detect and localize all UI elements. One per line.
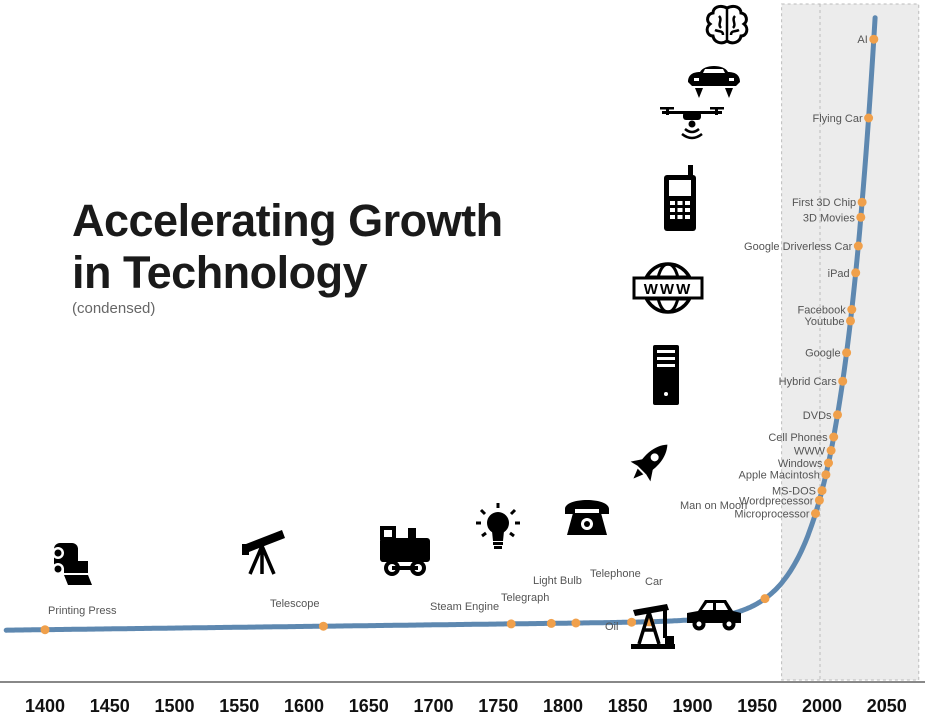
event-label: First 3D Chip (792, 197, 856, 209)
data-point (811, 509, 820, 518)
event-label: Apple Macintosh (739, 470, 820, 482)
data-point (853, 241, 863, 251)
event-label: Steam Engine (430, 601, 499, 613)
event-label: Wordprecessor (739, 495, 814, 507)
www-globe-icon (632, 262, 704, 314)
chart-title: Accelerating Growth in Technology (72, 195, 503, 299)
data-point (869, 34, 879, 44)
data-point (760, 594, 770, 604)
rocket-icon (623, 434, 678, 489)
data-point (847, 305, 857, 314)
event-label: Google Driverless Car (744, 241, 853, 253)
car-icon (687, 600, 741, 631)
event-label: Hybrid Cars (779, 376, 838, 388)
event-label: Windows (778, 458, 823, 470)
x-tick-label: 1500 (154, 696, 194, 716)
event-label: Telephone (590, 568, 641, 580)
data-point (856, 212, 866, 222)
event-label: iPad (828, 268, 850, 280)
data-point (838, 376, 848, 386)
x-tick-label: 1850 (608, 696, 648, 716)
event-label: Oil (605, 621, 618, 633)
data-point (318, 621, 328, 631)
light-bulb-icon (474, 501, 522, 551)
event-label: Telegraph (501, 592, 549, 604)
data-point (857, 197, 867, 207)
x-tick-label: 1450 (90, 696, 130, 716)
data-point (506, 619, 516, 629)
data-point (571, 618, 581, 628)
data-point (817, 486, 827, 496)
event-label: Youtube (805, 316, 845, 328)
event-label: 3D Movies (803, 212, 855, 224)
computer-tower-icon (653, 345, 679, 405)
x-tick-label: 1750 (478, 696, 518, 716)
data-point (829, 432, 839, 442)
data-point (864, 113, 874, 123)
train-icon (380, 526, 430, 576)
event-label: Printing Press (48, 605, 117, 617)
event-label: Flying Car (812, 113, 862, 125)
data-point (851, 268, 861, 278)
x-tick-label: 1400 (25, 696, 65, 716)
drone-icon (658, 105, 726, 140)
x-tick-label: 1550 (219, 696, 259, 716)
event-label: Man on Moon (680, 500, 747, 512)
event-label: AI (857, 34, 867, 46)
flying-car-icon (688, 66, 740, 98)
data-point (846, 316, 855, 326)
x-tick-label: 1600 (284, 696, 324, 716)
telephone-icon (565, 500, 609, 535)
event-label: Cell Phones (768, 432, 828, 444)
x-tick-label: 2050 (867, 696, 907, 716)
data-point (824, 458, 833, 468)
printing-press-icon (52, 543, 92, 585)
event-label: MS-DOS (772, 486, 816, 498)
x-tick-label: 1700 (413, 696, 453, 716)
growth-curve (3, 15, 878, 633)
x-tick-label: 1900 (672, 696, 712, 716)
data-point (814, 495, 824, 505)
event-label: Google (805, 348, 840, 360)
x-tick-label: 1800 (543, 696, 583, 716)
event-label: Microprocessor (734, 509, 810, 521)
event-label: WWW (794, 445, 826, 457)
event-label: Car (645, 576, 663, 588)
data-point (40, 625, 50, 635)
title-line-1: Accelerating Growth (72, 195, 503, 246)
brain-icon (705, 4, 749, 45)
x-tick-label: 1650 (349, 696, 389, 716)
data-point (627, 617, 637, 627)
chart-subtitle: (condensed) (72, 300, 156, 317)
data-point (546, 618, 556, 628)
data-point (842, 348, 852, 358)
telescope-icon (240, 528, 287, 576)
x-tick-label: 2000 (802, 696, 842, 716)
cell-phone-icon (664, 165, 696, 231)
data-point (833, 410, 842, 420)
event-label: Light Bulb (533, 575, 582, 587)
event-label: Telescope (270, 598, 320, 610)
data-point (826, 446, 836, 455)
event-label: Facebook (797, 304, 846, 316)
title-line-2: in Technology (72, 247, 368, 298)
oil-pump-icon (629, 602, 677, 651)
event-label: DVDs (803, 410, 832, 422)
x-tick-label: 1950 (737, 696, 777, 716)
data-point (821, 470, 831, 480)
